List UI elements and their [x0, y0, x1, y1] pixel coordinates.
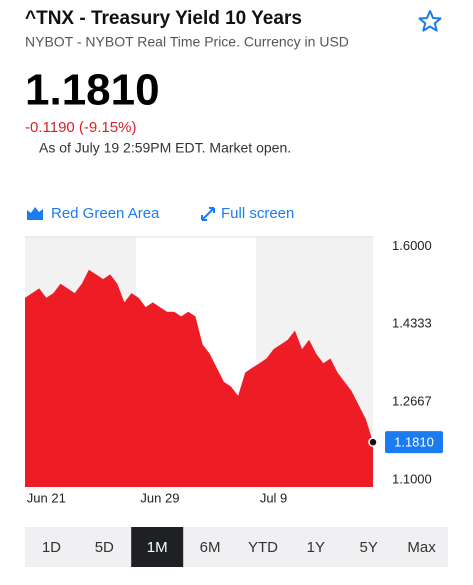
range-option[interactable]: Max: [407, 539, 436, 556]
range-option[interactable]: 1D: [42, 539, 61, 556]
price-badge-label: 1.1810: [394, 435, 434, 450]
area-icon[interactable]: [27, 207, 43, 220]
chart-style-link[interactable]: Red Green Area: [51, 205, 160, 222]
range-option[interactable]: 1Y: [307, 539, 325, 556]
y-tick-label: 1.2667: [392, 394, 432, 409]
fullscreen-icon[interactable]: [201, 207, 215, 221]
range-selected[interactable]: [131, 527, 184, 567]
y-tick-label: 1.4333: [392, 316, 432, 331]
range-option[interactable]: 6M: [200, 539, 221, 556]
last-point: [368, 437, 378, 447]
full-screen-link[interactable]: Full screen: [221, 205, 294, 222]
subtitle: NYBOT - NYBOT Real Time Price. Currency …: [25, 34, 349, 50]
range-option[interactable]: YTD: [248, 539, 278, 556]
y-tick-label: 1.6000: [392, 238, 432, 253]
x-tick-label: Jun 21: [27, 490, 66, 505]
range-option[interactable]: 1M: [147, 539, 168, 556]
range-option[interactable]: 5Y: [360, 539, 378, 556]
range-option[interactable]: 5D: [95, 539, 114, 556]
price-change: -0.1190 (-9.15%): [25, 119, 136, 136]
x-tick-label: Jul 9: [260, 490, 287, 505]
range-bar: [25, 527, 448, 567]
price: 1.1810: [25, 66, 160, 115]
price-badge: [385, 431, 443, 454]
area: [25, 269, 373, 487]
x-tick-label: Jun 29: [140, 490, 179, 505]
watchlist-star[interactable]: [418, 10, 442, 32]
title: ^TNX - Treasury Yield 10 Years: [25, 8, 302, 29]
as-of: As of July 19 2:59PM EDT. Market open.: [39, 140, 291, 156]
y-tick-label: 1.1000: [392, 471, 432, 486]
